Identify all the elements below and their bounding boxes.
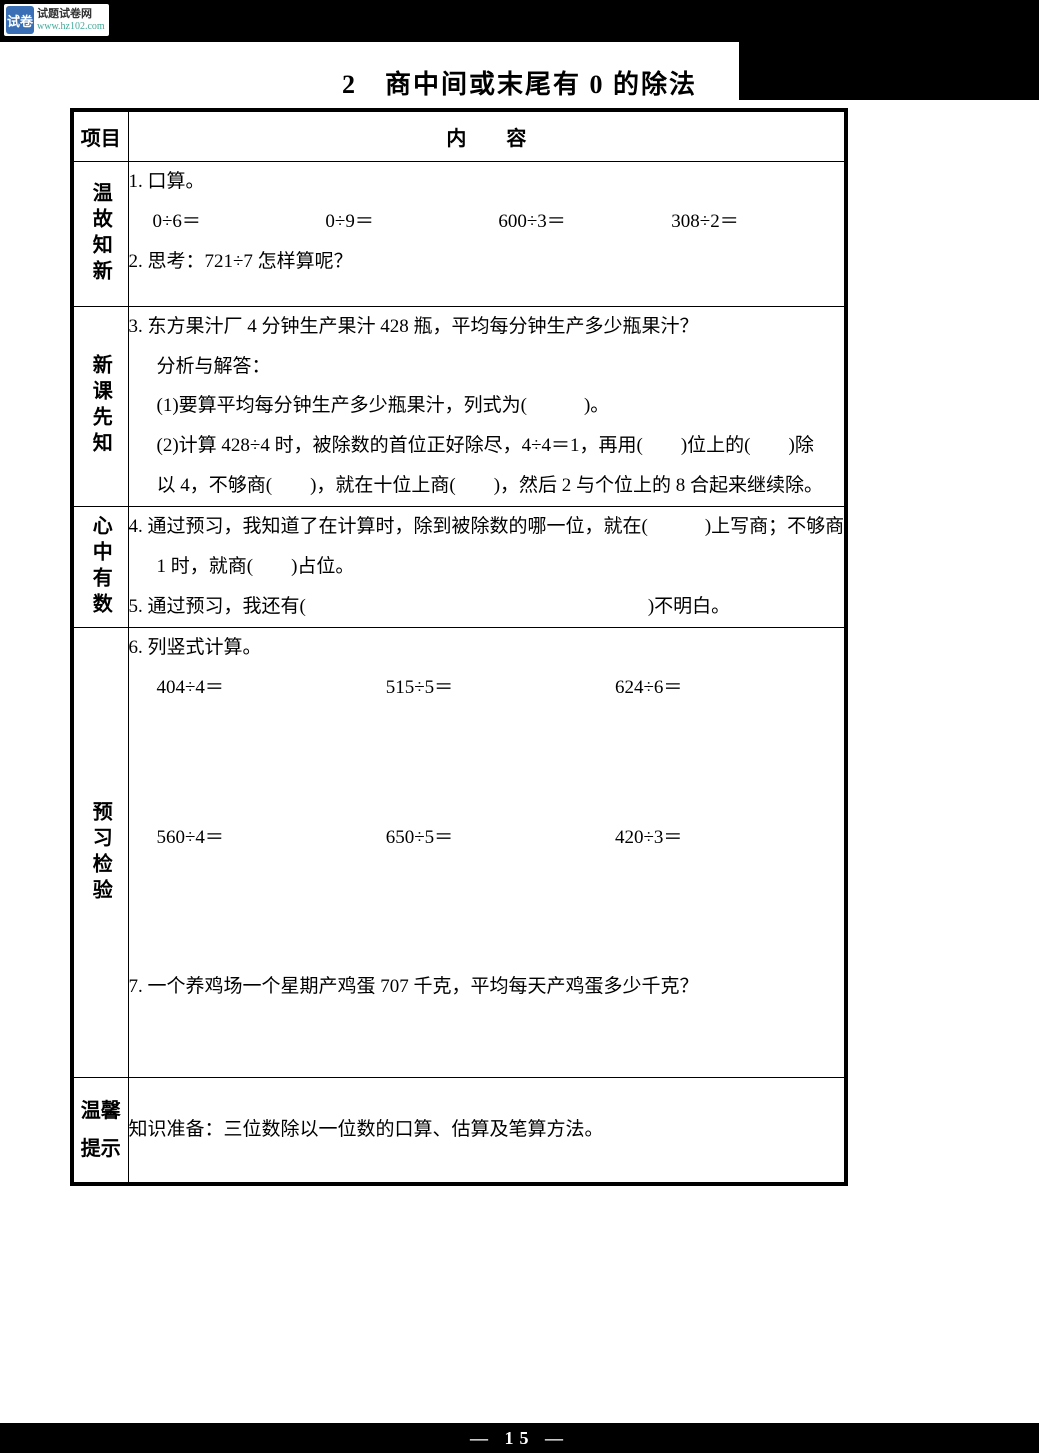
section-wenguzhixin: 温故知新 1. 口算。 0÷6＝ 0÷9＝ 600÷3＝ 308÷2＝ 2. 思… xyxy=(72,162,846,307)
header-col1: 项目 xyxy=(72,110,128,162)
label-wenguzhixin: 温故知新 xyxy=(72,162,128,307)
q3-2: (2)计算 428÷4 时，被除数的首位正好除尽，4÷4＝1，再用( )位上的(… xyxy=(129,426,845,466)
q3-sub: 分析与解答： xyxy=(129,347,845,387)
content-xinzhongyoushu: 4. 通过预习，我知道了在计算时，除到被除数的哪一位，就在( )上写商；不够商 … xyxy=(128,507,846,628)
q6-row1: 404÷4＝ 515÷5＝ 624÷6＝ xyxy=(129,668,845,708)
worksheet-table: 项目 内 容 温故知新 1. 口算。 0÷6＝ 0÷9＝ 600÷3＝ 308÷… xyxy=(70,108,848,1186)
q4b: 1 时，就商( )占位。 xyxy=(129,547,845,587)
content-yuxijianyan: 6. 列竖式计算。 404÷4＝ 515÷5＝ 624÷6＝ 560÷4＝ 65… xyxy=(128,627,846,1078)
header-col2: 内 容 xyxy=(128,110,846,162)
q1-title: 1. 口算。 xyxy=(129,162,845,202)
site-logo: 试卷 试题试卷网 www.hz102.com xyxy=(4,4,109,36)
table-header: 项目 内 容 xyxy=(72,110,846,162)
content-wenxintishi: 知识准备：三位数除以一位数的口算、估算及笔算方法。 xyxy=(128,1078,846,1185)
q5: 5. 通过预习，我还有( )不明白。 xyxy=(129,587,845,627)
label-xinzhongyoushu: 心中有数 xyxy=(72,507,128,628)
page-number: — 15 — xyxy=(0,1428,1039,1449)
q3-2b: 以 4，不够商( )，就在十位上商( )，然后 2 与个位上的 8 合起来继续除… xyxy=(129,466,845,506)
section-wenxintishi: 温馨 提示 知识准备：三位数除以一位数的口算、估算及笔算方法。 xyxy=(72,1078,846,1185)
section-yuxijianyan: 预习检验 6. 列竖式计算。 404÷4＝ 515÷5＝ 624÷6＝ 560÷… xyxy=(72,627,846,1078)
content-xinkexianzhi: 3. 东方果汁厂 4 分钟生产果汁 428 瓶，平均每分钟生产多少瓶果汁？ 分析… xyxy=(128,306,846,506)
logo-text: 试题试卷网 www.hz102.com xyxy=(37,8,105,31)
label-xinkexianzhi: 新课先知 xyxy=(72,306,128,506)
q6-row2: 560÷4＝ 650÷5＝ 420÷3＝ xyxy=(129,818,845,858)
top-bar xyxy=(0,0,1039,42)
q3-1: (1)要算平均每分钟生产多少瓶果汁，列式为( )。 xyxy=(129,386,845,426)
page-title: 2 商中间或末尾有 0 的除法 xyxy=(0,64,1039,101)
section-xinkexianzhi: 新课先知 3. 东方果汁厂 4 分钟生产果汁 428 瓶，平均每分钟生产多少瓶果… xyxy=(72,306,846,506)
q3-title: 3. 东方果汁厂 4 分钟生产果汁 428 瓶，平均每分钟生产多少瓶果汁？ xyxy=(129,307,845,347)
q2: 2. 思考：721÷7 怎样算呢？ xyxy=(129,242,845,282)
logo-icon: 试卷 xyxy=(6,6,34,34)
q6-title: 6. 列竖式计算。 xyxy=(129,628,845,668)
content-wenguzhixin: 1. 口算。 0÷6＝ 0÷9＝ 600÷3＝ 308÷2＝ 2. 思考：721… xyxy=(128,162,846,307)
label-wenxintishi: 温馨 提示 xyxy=(72,1078,128,1185)
section-xinzhongyoushu: 心中有数 4. 通过预习，我知道了在计算时，除到被除数的哪一位，就在( )上写商… xyxy=(72,507,846,628)
q4: 4. 通过预习，我知道了在计算时，除到被除数的哪一位，就在( )上写商；不够商 xyxy=(129,507,845,547)
q1-equations: 0÷6＝ 0÷9＝ 600÷3＝ 308÷2＝ xyxy=(129,202,845,242)
q7: 7. 一个养鸡场一个星期产鸡蛋 707 千克，平均每天产鸡蛋多少千克？ xyxy=(129,967,845,1007)
label-yuxijianyan: 预习检验 xyxy=(72,627,128,1078)
